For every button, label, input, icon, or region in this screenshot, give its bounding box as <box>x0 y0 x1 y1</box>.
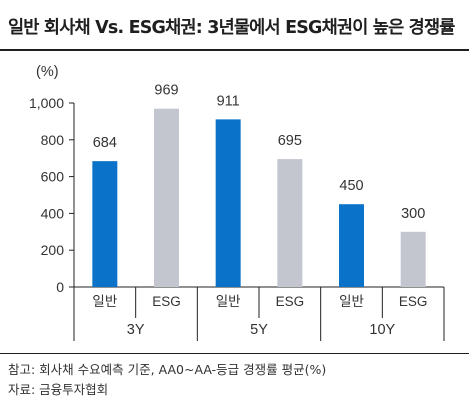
bar-value-label: 684 <box>93 135 117 151</box>
category-label: 일반 <box>216 294 241 309</box>
category-label: ESG <box>399 294 428 309</box>
note-reference: 참고: 회사채 수요예측 기준, AA0~AA-등급 경쟁률 평균(%) <box>8 362 327 377</box>
y-tick-label: 800 <box>41 132 65 148</box>
bar-5y-esg <box>277 159 303 287</box>
notes-divider <box>0 353 469 354</box>
bar-10y-general <box>339 204 364 287</box>
y-tick-label: 400 <box>41 205 65 221</box>
group-label: 10Y <box>369 322 395 338</box>
bar-value-label: 695 <box>278 133 302 149</box>
note-source: 자료: 금융투자협회 <box>8 382 109 397</box>
bar-value-label: 450 <box>339 178 363 194</box>
category-label: 일반 <box>339 294 364 309</box>
bar-value-label: 300 <box>401 206 425 222</box>
y-tick-label: 1,000 <box>29 95 64 111</box>
title-divider <box>0 49 469 51</box>
bar-value-label: 969 <box>154 83 178 99</box>
bar-10y-esg <box>400 231 426 287</box>
y-tick-label: 200 <box>41 242 65 258</box>
bar-5y-general <box>215 119 241 287</box>
y-unit-label: (%) <box>36 64 59 80</box>
bar-3y-esg <box>154 108 179 287</box>
bar-value-label: 911 <box>217 93 240 109</box>
category-label: ESG <box>152 294 181 309</box>
group-label: 3Y <box>127 322 145 338</box>
category-label: ESG <box>276 294 305 309</box>
y-tick-label: 0 <box>56 279 64 295</box>
chart-title: 일반 회사채 Vs. ESG채권: 3년물에서 ESG채권이 높은 경쟁률 <box>8 18 455 38</box>
group-label: 5Y <box>250 322 268 338</box>
bar-3y-general <box>92 161 118 287</box>
y-tick-label: 600 <box>41 169 65 185</box>
chart-notes: 참고: 회사채 수요예측 기준, AA0~AA-등급 경쟁률 평균(%) 자료:… <box>8 360 326 400</box>
category-label: 일반 <box>92 294 117 309</box>
